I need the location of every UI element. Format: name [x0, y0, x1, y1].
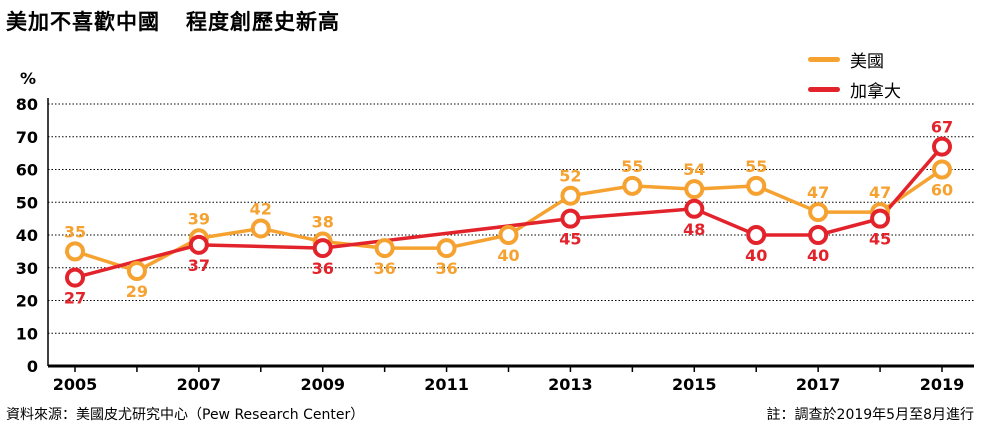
x-tick-label: 2015 — [672, 375, 717, 394]
data-label-canada: 45 — [869, 230, 891, 249]
y-tick-label: 50 — [16, 193, 38, 212]
title-main: 美加不喜歡中國 — [6, 10, 160, 34]
data-label-usa: 60 — [931, 181, 953, 200]
x-tick-label: 2017 — [796, 375, 841, 394]
data-point-usa — [126, 261, 147, 282]
data-point-usa — [250, 218, 271, 239]
data-label-canada: 67 — [931, 118, 953, 137]
y-tick-label: 80 — [16, 95, 38, 114]
data-point-canada — [188, 234, 209, 255]
data-point-usa — [436, 238, 457, 259]
source-note: 資料來源：美國皮尤研究中心（Pew Research Center） — [6, 407, 365, 423]
data-point-canada — [932, 136, 952, 157]
x-tick-label: 2011 — [424, 375, 469, 394]
data-point-usa — [684, 179, 705, 200]
data-point-canada — [746, 225, 767, 245]
legend-label-canada: 加拿大 — [850, 81, 901, 102]
data-point-usa — [808, 202, 829, 223]
y-tick-label: 0 — [27, 357, 38, 376]
data-label-usa: 55 — [621, 157, 643, 176]
y-tick-label: 30 — [16, 259, 38, 278]
data-point-canada — [684, 198, 705, 219]
data-label-usa: 55 — [745, 157, 767, 176]
data-label-usa: 40 — [497, 246, 519, 265]
y-tick-label: 60 — [16, 161, 38, 180]
data-point-usa — [498, 225, 519, 245]
legend-label-usa: 美國 — [850, 51, 884, 72]
data-label-canada: 40 — [745, 246, 767, 265]
legend: 美國 加拿大 — [808, 44, 901, 104]
data-label-usa: 38 — [312, 213, 334, 232]
legend-swatch-usa — [808, 56, 840, 62]
y-tick-label: 70 — [16, 128, 38, 147]
title-sub: 程度創歷史新高 — [186, 10, 340, 34]
data-label-canada: 48 — [683, 220, 705, 239]
y-tick-label: 10 — [16, 324, 38, 343]
data-point-usa — [746, 175, 767, 196]
data-label-canada: 36 — [312, 259, 334, 278]
data-point-canada — [65, 267, 85, 288]
y-tick-label: 40 — [16, 226, 38, 245]
y-tick-label: 20 — [16, 292, 38, 311]
data-label-canada: 40 — [807, 246, 829, 265]
data-label-canada: 27 — [64, 289, 86, 308]
data-label-usa: 42 — [250, 199, 272, 218]
data-label-canada: 45 — [559, 230, 581, 249]
data-label-usa: 35 — [64, 222, 86, 241]
data-label-usa: 29 — [126, 282, 148, 301]
data-label-canada: 37 — [188, 256, 210, 275]
data-label-usa: 36 — [435, 259, 457, 278]
x-tick-label: 2005 — [53, 375, 98, 394]
data-label-usa: 52 — [559, 167, 581, 186]
data-point-canada — [312, 238, 333, 259]
data-label-usa: 54 — [683, 160, 705, 179]
data-label-usa: 39 — [188, 209, 210, 228]
data-point-usa — [65, 241, 85, 262]
data-point-usa — [560, 185, 581, 206]
data-label-usa: 47 — [807, 183, 829, 202]
survey-note: 註：調查於2019年5月至8月進行 — [766, 407, 974, 423]
data-point-canada — [870, 208, 891, 229]
line-chart: % 0 10 20 30 40 50 60 70 80 2005 2007 2009 2011 2013 20… — [16, 69, 974, 394]
chart-title: 美加不喜歡中國 程度創歷史新高 — [6, 6, 340, 36]
data-point-usa — [932, 159, 952, 180]
x-tick-label: 2009 — [300, 375, 345, 394]
x-tick-label: 2013 — [548, 375, 593, 394]
data-label-usa: 36 — [374, 259, 396, 278]
data-point-canada — [560, 208, 581, 229]
data-point-canada — [808, 225, 829, 245]
legend-item-canada: 加拿大 — [808, 74, 901, 104]
x-tick-label: 2007 — [177, 375, 222, 394]
y-axis-unit: % — [20, 69, 36, 88]
x-tick-label: 2019 — [920, 375, 965, 394]
data-point-usa — [374, 238, 395, 259]
data-point-usa — [622, 175, 643, 196]
legend-item-usa: 美國 — [808, 44, 901, 74]
legend-swatch-canada — [808, 86, 840, 92]
data-label-usa: 47 — [869, 183, 891, 202]
